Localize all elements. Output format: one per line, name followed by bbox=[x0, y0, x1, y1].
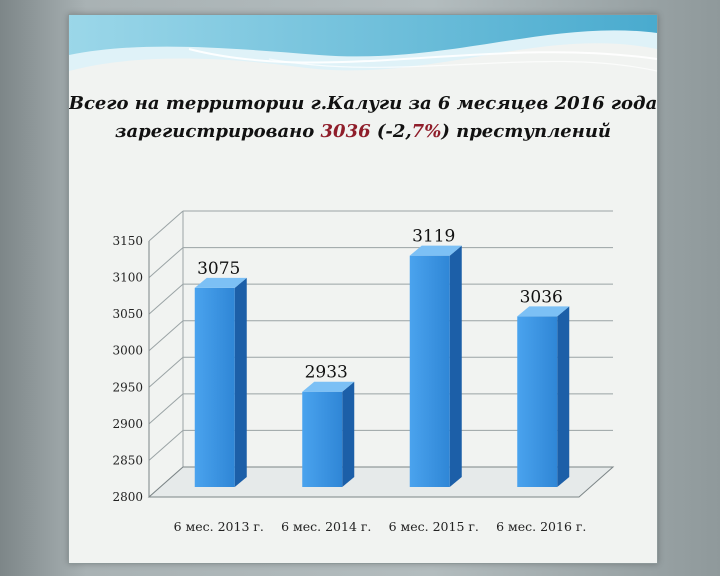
title-prefix: зарегистрировано bbox=[115, 121, 321, 142]
bar bbox=[194, 287, 235, 487]
bar-top bbox=[302, 381, 355, 392]
bar-side bbox=[342, 381, 355, 487]
chart-grid bbox=[147, 210, 615, 498]
title-suffix: преступлений bbox=[450, 121, 611, 142]
bar-top bbox=[194, 277, 247, 288]
chart-title-line1: Всего на территории г.Калуги за 6 месяце… bbox=[69, 93, 657, 114]
x-tick-label: 6 мес. 2015 г. bbox=[389, 519, 479, 534]
data-label: 3075 bbox=[197, 259, 240, 279]
title-change-open: (-2, bbox=[371, 121, 412, 142]
bar-side bbox=[449, 245, 462, 487]
y-tick-label: 3150 bbox=[112, 234, 143, 248]
side-grid-line bbox=[148, 430, 184, 461]
bar-side bbox=[234, 277, 247, 487]
data-label: 3119 bbox=[412, 227, 455, 247]
y-tick-label: 2950 bbox=[112, 380, 143, 394]
y-tick-label: 3050 bbox=[112, 307, 143, 321]
side-grid-line bbox=[148, 247, 184, 278]
title-change-percent: 7% bbox=[412, 121, 442, 142]
y-axis-ticks: 2800 2850 2900 2950 3000 3050 3100 3150 bbox=[112, 234, 143, 504]
y-tick-label: 3100 bbox=[112, 271, 143, 285]
data-label: 2933 bbox=[305, 363, 348, 383]
side-grid-line bbox=[148, 210, 184, 242]
bar-side bbox=[557, 306, 570, 487]
data-label: 3036 bbox=[520, 287, 563, 307]
bar-series bbox=[194, 245, 570, 487]
y-tick-label: 2850 bbox=[112, 453, 143, 467]
side-grid-line bbox=[148, 356, 184, 388]
chart-floor bbox=[147, 466, 615, 498]
bar bbox=[409, 255, 450, 487]
x-tick-label: 6 мес. 2014 г. bbox=[281, 519, 371, 534]
bar-top bbox=[409, 245, 462, 256]
presentation-slide: Всего на территории г.Калуги за 6 месяце… bbox=[68, 14, 658, 564]
x-tick-label: 6 мес. 2013 г. bbox=[174, 519, 264, 534]
y-tick-label: 3000 bbox=[112, 344, 143, 358]
bar-chart: Всего на территории г.Калуги за 6 месяце… bbox=[69, 15, 657, 534]
bar bbox=[517, 316, 558, 487]
x-axis-categories: 6 мес. 2013 г. 6 мес. 2014 г. 6 мес. 2015 … bbox=[174, 519, 587, 534]
x-tick-label: 6 мес. 2016 г. bbox=[496, 519, 586, 534]
bar bbox=[302, 391, 343, 487]
side-grid-line bbox=[148, 393, 184, 425]
title-change-close: ) bbox=[440, 121, 450, 142]
title-value: 3036 bbox=[321, 121, 372, 142]
bar-top bbox=[517, 306, 570, 317]
side-grid-line bbox=[148, 283, 184, 315]
chart-title-line2: зарегистрировано 3036 (-2,7%) преступлен… bbox=[115, 121, 611, 142]
side-grid-line bbox=[148, 320, 184, 352]
header-decoration bbox=[69, 15, 657, 72]
y-tick-label: 2800 bbox=[112, 490, 143, 504]
y-tick-label: 2900 bbox=[112, 417, 143, 431]
data-labels: 3075 2933 3119 3036 bbox=[197, 227, 563, 383]
